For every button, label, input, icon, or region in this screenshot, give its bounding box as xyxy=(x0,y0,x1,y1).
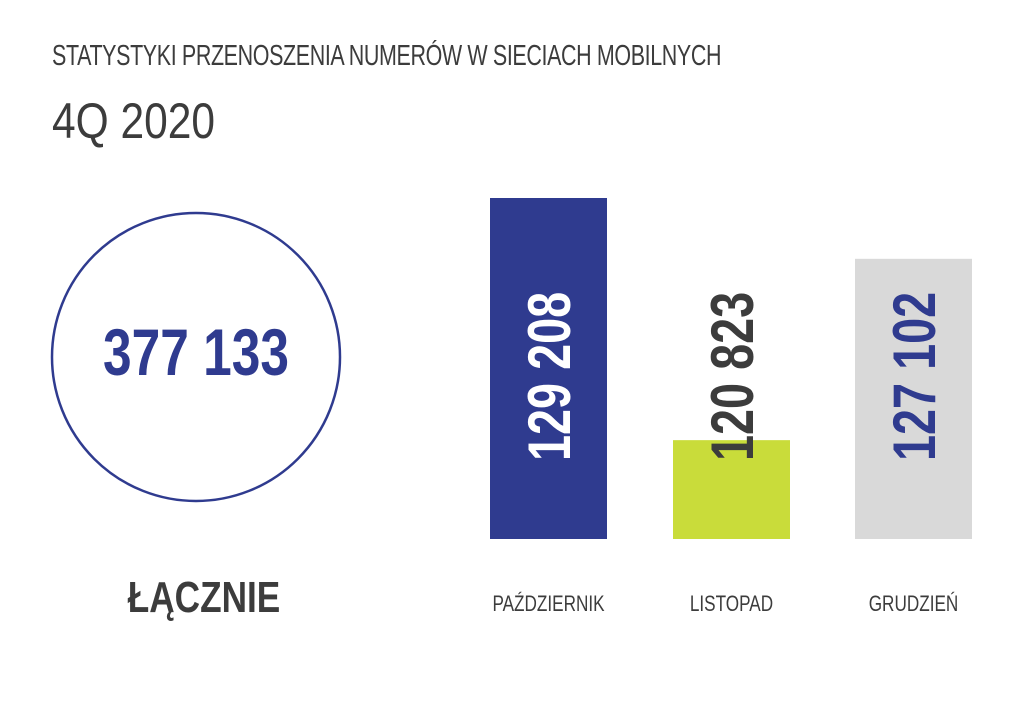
total-label: ŁĄCZNIE xyxy=(128,573,280,622)
category-label-2: LISTOPAD xyxy=(690,592,773,617)
bar-value-label-3: 127 102 xyxy=(882,292,949,461)
bars-group: 129 208 PAŹDZIERNIK 120 823 LISTOPAD 127 102… xyxy=(490,198,972,617)
bar-value-label-1: 129 208 xyxy=(517,292,584,461)
bar-2 xyxy=(673,440,790,539)
chart-title: STATYSTYKI PRZENOSZENIA NUMERÓW W SIECIA… xyxy=(52,40,722,72)
category-label-1: PAŹDZIERNIK xyxy=(492,591,604,617)
bar-1 xyxy=(490,198,607,539)
bar-3 xyxy=(855,258,972,539)
bar-value-label-2: 120 823 xyxy=(700,292,767,461)
chart-subtitle: 4Q 2020 xyxy=(52,93,216,149)
total-group: 377 133 ŁĄCZNIE xyxy=(50,211,342,622)
total-value: 377 133 xyxy=(103,315,289,390)
total-circle xyxy=(50,211,342,503)
category-label-3: GRUDZIEŃ xyxy=(869,591,959,617)
